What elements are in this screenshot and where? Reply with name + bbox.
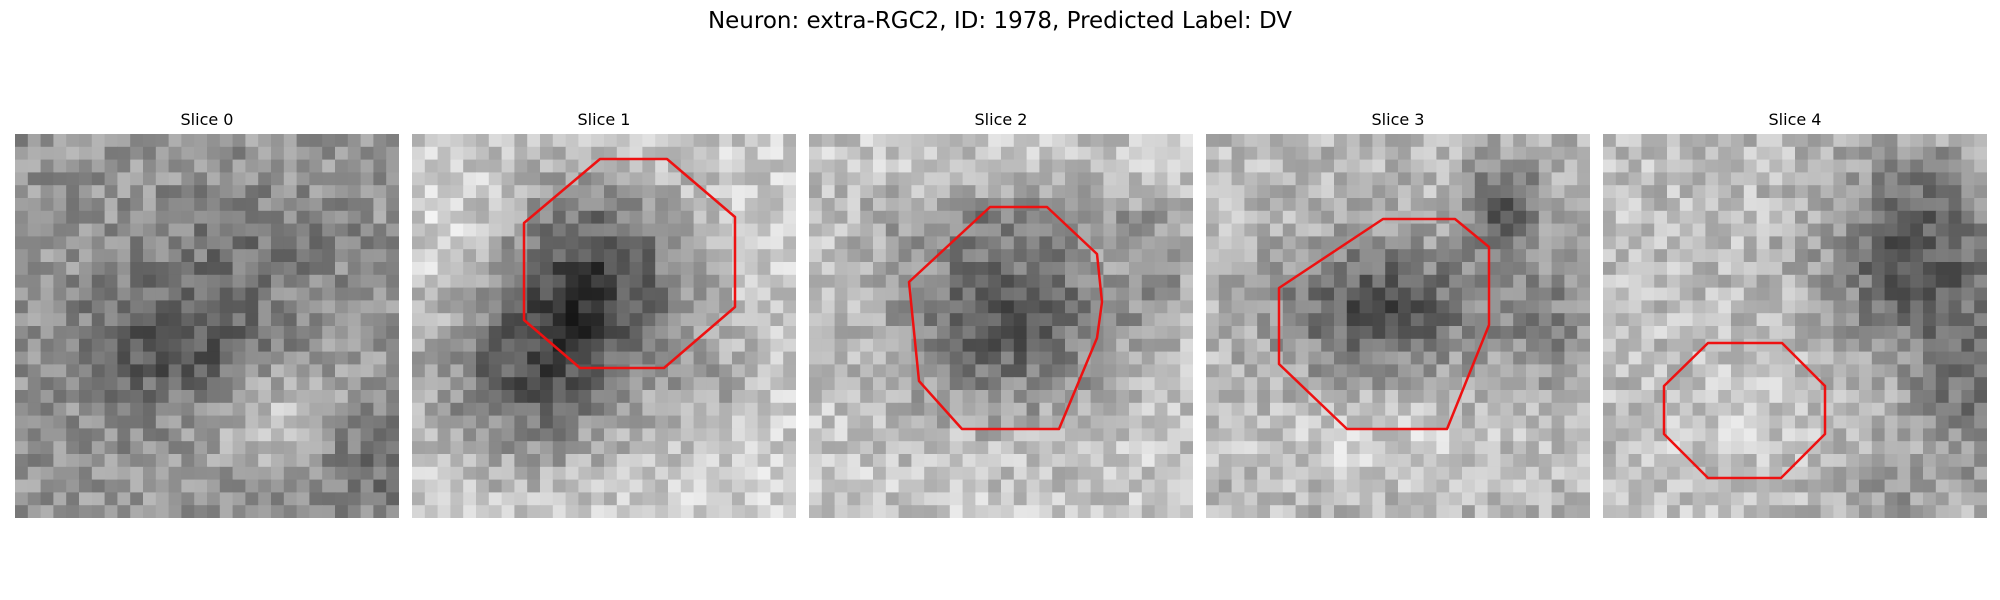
pixel-grid xyxy=(1206,134,1590,518)
slice-panel: Slice 3 xyxy=(1206,109,1590,518)
pixel-grid xyxy=(1603,134,1987,518)
slice-image xyxy=(1603,134,1987,518)
slice-panel: Slice 0 xyxy=(15,109,399,518)
slice-image xyxy=(1206,134,1590,518)
slice-panel: Slice 4 xyxy=(1603,109,1987,518)
slice-panel: Slice 1 xyxy=(412,109,796,518)
figure-title: Neuron: extra-RGC2, ID: 1978, Predicted … xyxy=(707,8,1293,34)
slice-title: Slice 0 xyxy=(180,110,234,129)
slice-title: Slice 3 xyxy=(1371,110,1425,129)
slice-title: Slice 2 xyxy=(974,110,1028,129)
roi-outline xyxy=(1277,217,1491,431)
pixel-grid xyxy=(412,134,796,518)
slice-image xyxy=(412,134,796,518)
roi-outline xyxy=(907,205,1104,431)
pixel-grid xyxy=(809,134,1193,518)
slice-panel: Slice 2 xyxy=(809,109,1193,518)
slice-title: Slice 1 xyxy=(577,110,631,129)
slice-title: Slice 4 xyxy=(1768,110,1822,129)
roi-outline xyxy=(522,157,737,370)
slice-image xyxy=(809,134,1193,518)
pixel-grid xyxy=(15,134,399,518)
slice-image xyxy=(15,134,399,518)
roi-outline xyxy=(1662,341,1827,480)
